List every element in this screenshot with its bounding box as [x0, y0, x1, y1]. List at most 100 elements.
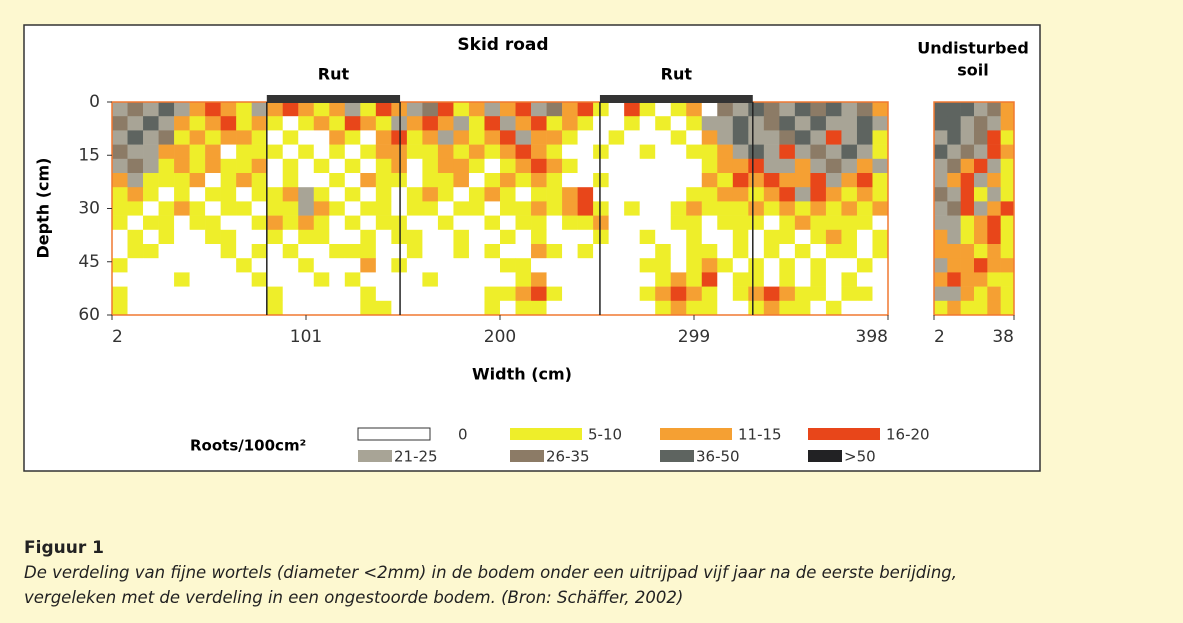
- caption-line: De verdeling van fijne wortels (diameter…: [24, 563, 958, 582]
- heat-cell: [624, 144, 640, 160]
- heat-cell: [794, 258, 811, 273]
- heat-cell: [158, 286, 175, 302]
- heat-cell: [484, 215, 501, 231]
- heat-cell: [391, 102, 408, 117]
- heat-cell: [298, 130, 315, 145]
- heat-cell: [484, 286, 501, 302]
- heat-cell: [531, 158, 547, 174]
- heat-cell: [282, 215, 299, 231]
- heat-cell: [391, 116, 408, 131]
- heat-cell: [174, 272, 190, 287]
- heat-cell: [624, 215, 640, 231]
- heat-cell: [453, 229, 470, 245]
- legend-label: 36-50: [696, 448, 740, 466]
- heat-cell: [344, 272, 361, 287]
- legend-label: 0: [458, 426, 468, 444]
- heat-cell: [1000, 130, 1015, 145]
- heat-cell: [531, 300, 547, 316]
- heat-cell: [205, 286, 221, 302]
- heat-cell: [562, 187, 578, 202]
- heat-cell: [112, 173, 128, 188]
- heat-cell: [531, 229, 547, 245]
- heat-cell: [500, 158, 516, 174]
- heat-cell: [174, 116, 190, 131]
- heat-cell: [267, 201, 284, 216]
- heat-cell: [810, 187, 827, 202]
- heat-cell: [546, 102, 563, 117]
- heat-cell: [593, 158, 609, 174]
- heat-cell: [422, 244, 439, 259]
- heat-cell: [298, 272, 315, 287]
- heat-cell: [701, 116, 718, 131]
- heat-cell: [960, 215, 975, 231]
- heat-cell: [236, 130, 252, 145]
- heat-cell: [748, 173, 765, 188]
- heat-cell: [670, 173, 687, 188]
- heat-cell: [763, 272, 780, 287]
- heat-cell: [422, 130, 439, 145]
- heat-cell: [717, 300, 734, 316]
- heat-cell: [313, 102, 330, 117]
- heat-cell: [143, 102, 159, 117]
- heat-cell: [686, 258, 703, 273]
- heat-cell: [686, 187, 703, 202]
- heat-cell: [484, 130, 501, 145]
- heat-cell: [344, 102, 361, 117]
- heat-cell: [422, 272, 439, 287]
- heat-cell: [406, 173, 423, 188]
- heat-cell: [717, 286, 734, 302]
- heat-cell: [624, 201, 640, 216]
- heat-cell: [158, 201, 175, 216]
- heat-cell: [987, 258, 1001, 273]
- heat-cell: [143, 144, 159, 160]
- heat-cell: [546, 215, 563, 231]
- legend-swatch: [660, 428, 732, 440]
- heat-cell: [174, 244, 190, 259]
- heat-cell: [515, 215, 532, 231]
- heat-cell: [825, 215, 842, 231]
- heat-cell: [143, 130, 159, 145]
- heat-cell: [360, 201, 377, 216]
- heat-cell: [112, 300, 128, 316]
- heat-cell: [841, 215, 858, 231]
- heat-cell: [484, 229, 501, 245]
- heat-cell: [437, 272, 454, 287]
- heat-cell: [987, 272, 1001, 287]
- heat-cell: [947, 173, 961, 188]
- heat-cell: [220, 173, 237, 188]
- heat-cell: [562, 201, 578, 216]
- heat-cell: [484, 187, 501, 202]
- heat-cell: [624, 102, 640, 117]
- rut-label: Rut: [318, 65, 350, 84]
- heat-cell: [1000, 286, 1015, 302]
- heat-cell: [593, 272, 609, 287]
- heat-cell: [974, 116, 988, 131]
- heat-cell: [282, 272, 299, 287]
- heat-cell: [639, 158, 656, 174]
- heat-cell: [329, 116, 346, 131]
- heat-cell: [960, 229, 975, 245]
- heat-cell: [763, 201, 780, 216]
- heat-cell: [872, 300, 889, 316]
- heat-cell: [639, 258, 656, 273]
- heat-cell: [484, 201, 501, 216]
- heat-cell: [344, 286, 361, 302]
- heat-cell: [670, 130, 687, 145]
- heat-cell: [717, 102, 734, 117]
- heat-cell: [779, 272, 796, 287]
- heat-cell: [484, 173, 501, 188]
- heat-cell: [655, 144, 672, 160]
- heat-cell: [856, 173, 873, 188]
- heat-cell: [344, 300, 361, 316]
- heat-cell: [670, 244, 687, 259]
- heat-cell: [960, 300, 975, 316]
- heat-cell: [841, 102, 858, 117]
- heat-cell: [236, 187, 252, 202]
- heat-cell: [608, 229, 625, 245]
- heat-cell: [267, 272, 284, 287]
- heat-cell: [841, 173, 858, 188]
- heat-cell: [974, 300, 988, 316]
- heat-cell: [531, 173, 547, 188]
- heat-cell: [748, 130, 765, 145]
- heat-cell: [500, 272, 516, 287]
